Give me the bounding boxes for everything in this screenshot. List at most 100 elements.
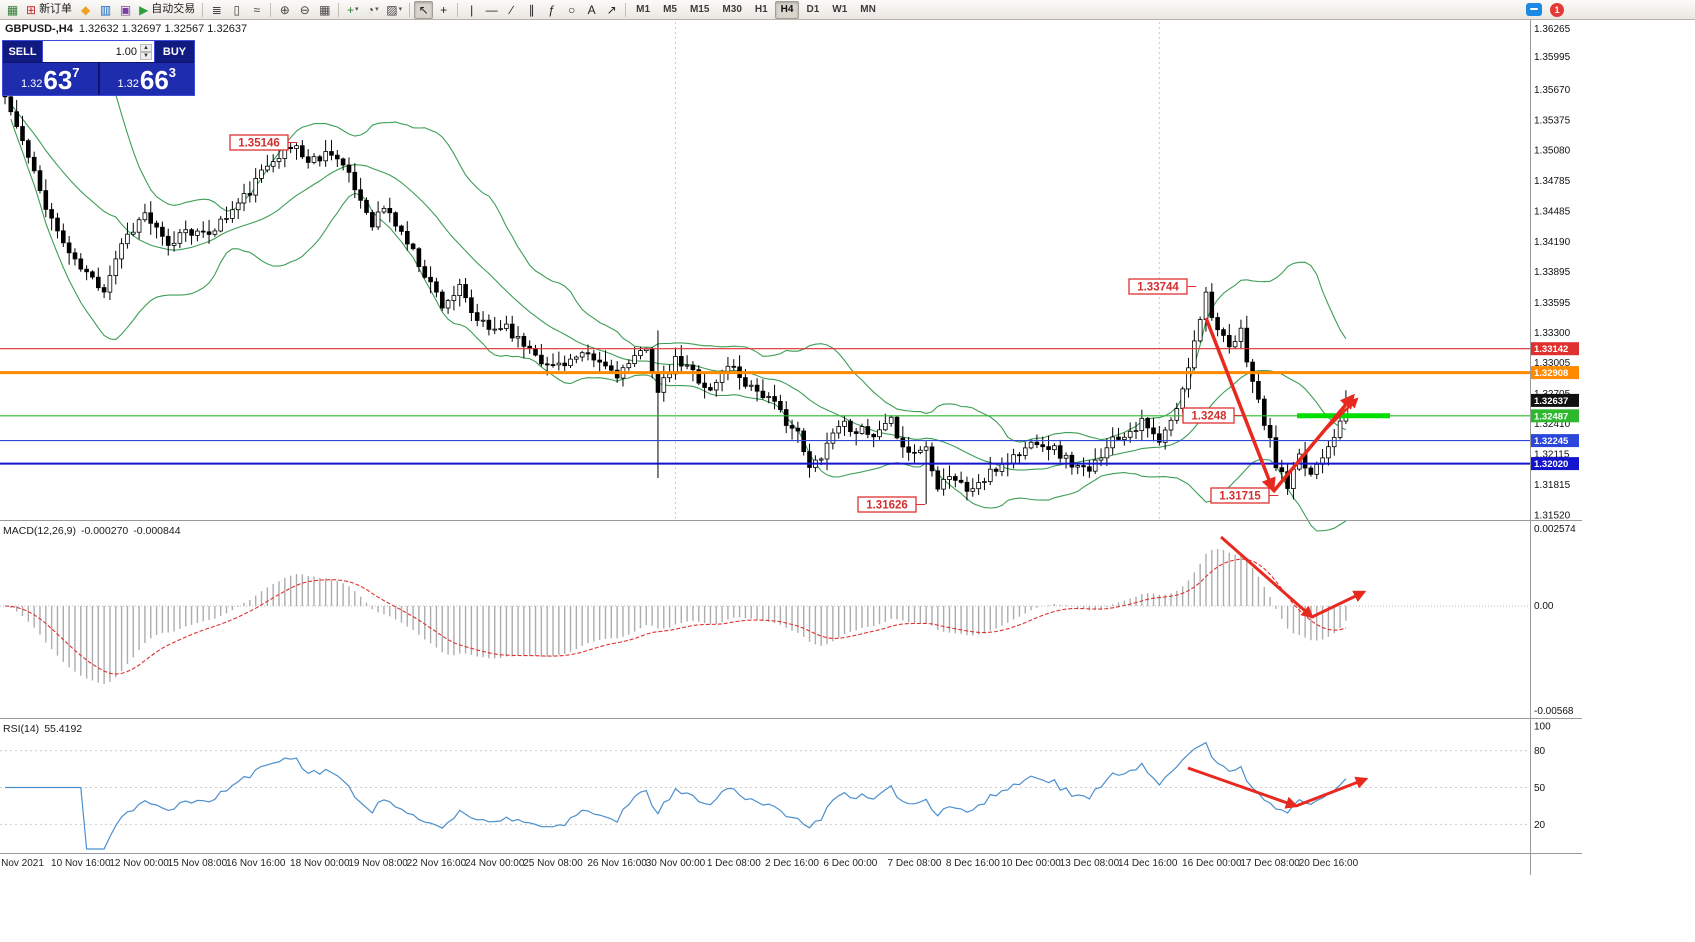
periods-button[interactable]: ◔ ▾ [363,1,382,19]
templates-button[interactable]: ▨ ▾ [383,1,405,19]
annotation-box[interactable] [1182,407,1235,424]
timeframe-mn[interactable]: MN [860,4,876,15]
crosshair-button[interactable]: + [434,1,453,19]
trend-arrow[interactable] [1311,590,1367,619]
timeframe-h1[interactable]: H1 [754,4,768,15]
svg-text:1.34785: 1.34785 [1534,176,1571,187]
rsi-value: 55.4192 [44,723,83,735]
channel-button[interactable]: ∥ [522,1,541,19]
timeframe-m1[interactable]: M1 [636,4,651,15]
trade-panel-divider [97,63,100,95]
timeframe-h4[interactable]: H4 [774,0,800,19]
arrow-tools-button[interactable]: ↗ [602,1,621,19]
horizontal-line-button[interactable]: — [482,1,501,19]
svg-text:20 Dec 16:00: 20 Dec 16:00 [1299,858,1359,869]
svg-text:1 Dec 08:00: 1 Dec 08:00 [707,858,761,869]
trend-arrow[interactable] [1295,776,1369,808]
svg-text:16 Dec 00:00: 16 Dec 00:00 [1182,858,1242,869]
svg-text:80: 80 [1534,746,1546,757]
shapes-button[interactable]: ○ [562,1,581,19]
volume-spinner[interactable]: ▲ ▼ [140,43,152,60]
volume-value: 1.00 [115,45,138,58]
svg-text:1.33895: 1.33895 [1534,267,1571,278]
trend-arrows-macd[interactable] [1220,535,1367,619]
trend-arrow[interactable] [1321,397,1359,434]
horizontal-line-icon: — [485,2,498,17]
timeframe-w1[interactable]: W1 [832,4,848,15]
svg-text:1.32115: 1.32115 [1534,449,1570,460]
trend-arrow[interactable] [1187,766,1299,809]
svg-text:1.32020: 1.32020 [1534,459,1568,470]
metaeditor-button[interactable]: ◆ [76,1,95,19]
market-watch-button[interactable]: ▥ [96,1,115,19]
annotation-box[interactable] [1210,487,1270,504]
trend-arrows-main[interactable] [1204,317,1359,494]
timeframe-m30[interactable]: M30 [722,4,742,15]
macd-value-2: -0.000844 [133,525,181,537]
svg-text:19 Nov 08:00: 19 Nov 08:00 [348,858,408,869]
trend-arrow[interactable] [1271,393,1355,494]
zoom-in-button[interactable]: ⊕ [275,1,294,19]
sell-button[interactable]: SELL [3,41,43,62]
zoom-out-button[interactable]: ⊖ [295,1,314,19]
symbol-timeframe-label: GBPUSD-,H4 [5,23,73,35]
rsi-header: RSI(14) 55.4192 [3,723,87,735]
svg-text:1.32908: 1.32908 [1534,368,1568,379]
svg-text:26 Nov 16:00: 26 Nov 16:00 [587,858,647,869]
bar-chart-button[interactable]: ≣ [207,1,226,19]
timeframe-d1[interactable]: D1 [806,4,820,15]
metaeditor-icon: ◆ [80,2,91,17]
svg-text:50: 50 [1534,783,1546,794]
horizontal-levels[interactable] [0,348,1530,465]
price-annotations[interactable]: 1.35146 1.33744 1.3248 1.31715 1.31626 [229,134,1279,513]
annotation-box[interactable] [229,134,289,151]
svg-text:10 Dec 00:00: 10 Dec 00:00 [1001,858,1061,869]
timeframe-m15[interactable]: M15 [689,4,710,15]
vertical-line-button[interactable]: | [462,1,481,19]
new-order-button[interactable]: ⊞ 新订单 [23,1,75,19]
annotation-box[interactable] [1128,278,1188,295]
svg-text:1.35080: 1.35080 [1534,146,1571,157]
candlestick-chart-icon: ▯ [233,2,241,17]
fibonacci-button[interactable]: ƒ [542,1,561,19]
toolbar-separator [202,2,204,17]
tile-windows-button[interactable]: ▦ [315,1,334,19]
toolbar-button-group: ▦ ⊞ 新订单 ◆ ▥ ▣ ▶ 自动交易 ≣ ▯ ≈ ⊕ ⊖ ▦ + ▾ ◔ ▾ ▨ ▾ ↖ + | — ∕ ∥ ƒ ○ A ↗ [3,0,621,19]
new-chart-button[interactable]: ▦ [3,1,22,19]
timeframe-m5[interactable]: M5 [663,4,677,15]
periods-icon: ◔ [366,2,375,17]
annotation-box[interactable] [857,496,917,513]
indicators-button[interactable]: + ▾ [343,1,362,19]
rsi-panel: 100 80 50 20 [0,722,1551,850]
community-chat-icon[interactable] [1526,3,1542,16]
sell-price[interactable]: 1.32 63 7 [3,63,98,95]
autotrading-button[interactable]: ▶ 自动交易 [136,1,198,19]
svg-text:8 Dec 16:00: 8 Dec 16:00 [946,858,1000,869]
svg-text:1.34485: 1.34485 [1534,207,1571,218]
volume-up-icon[interactable]: ▲ [140,43,152,52]
notification-badge[interactable]: 1 [1550,2,1564,17]
svg-text:14 Dec 16:00: 14 Dec 16:00 [1118,858,1178,869]
trend-arrows-rsi[interactable] [1187,766,1369,809]
trend-arrow[interactable] [1204,317,1276,493]
svg-text:25 Nov 08:00: 25 Nov 08:00 [523,858,583,869]
line-chart-button[interactable]: ≈ [247,1,266,19]
buy-price[interactable]: 1.32 66 3 [100,63,195,95]
candlestick-chart-button[interactable]: ▯ [227,1,246,19]
trend-arrow[interactable] [1220,535,1314,619]
terminal-button[interactable]: ▣ [116,1,135,19]
svg-text:1.32245: 1.32245 [1534,436,1569,447]
volume-down-icon[interactable]: ▼ [140,51,152,60]
templates-icon: ▨ [386,2,398,17]
trendline-button[interactable]: ∕ [502,1,521,19]
text-button[interactable]: A [582,1,601,19]
svg-text:12 Nov 00:00: 12 Nov 00:00 [109,858,169,869]
zoom-in-icon: ⊕ [279,2,290,17]
volume-input[interactable]: 1.00 ▲ ▼ [43,41,154,62]
dropdown-caret-icon: ▾ [375,6,379,13]
svg-text:24 Nov 00:00: 24 Nov 00:00 [465,858,525,869]
cursor-button[interactable]: ↖ [414,0,434,19]
buy-button[interactable]: BUY [154,41,194,62]
toolbar-separator [338,2,340,17]
